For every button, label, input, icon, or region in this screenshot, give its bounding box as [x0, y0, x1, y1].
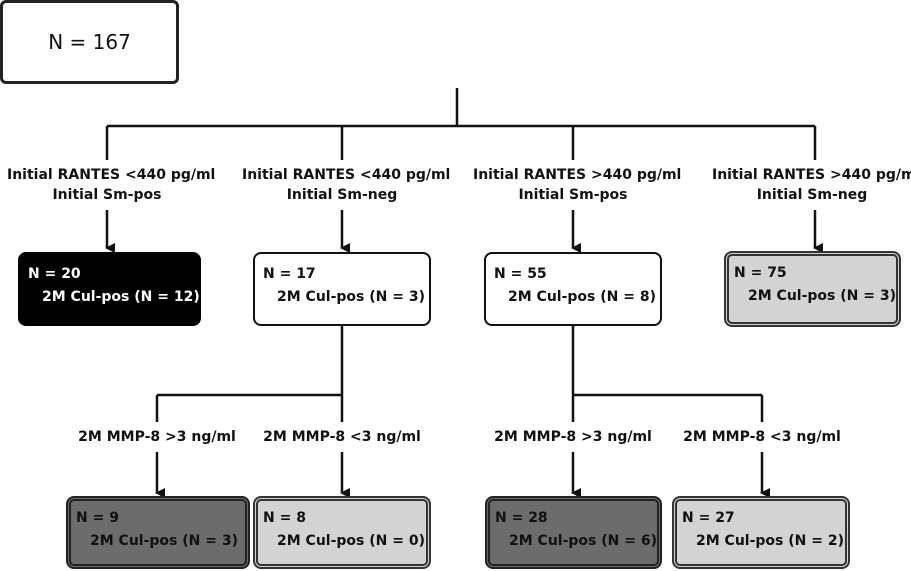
node-mmp8-low-right: N = 27 2M Cul-pos (N = 2)	[672, 496, 850, 569]
level2-condition-2: 2M MMP-8 <3 ng/ml	[252, 427, 432, 447]
root-label: N = 167	[48, 30, 131, 54]
condition-line1: Initial RANTES >440 pg/ml	[473, 167, 682, 183]
node-mmp8-low-left: N = 8 2M Cul-pos (N = 0)	[253, 496, 431, 569]
condition-line1: Initial RANTES <440 pg/ml	[242, 167, 451, 183]
level2-condition-1: 2M MMP-8 >3 ng/ml	[67, 427, 247, 447]
level1-condition-4: Initial RANTES >440 pg/ml Initial Sm-neg	[712, 165, 911, 205]
condition-line2: Initial Sm-pos	[518, 187, 628, 203]
node-mmp8-high-left: N = 9 2M Cul-pos (N = 3)	[66, 496, 250, 569]
node-culture: 2M Cul-pos (N = 3)	[277, 289, 425, 305]
condition-line2: Initial Sm-neg	[756, 187, 868, 203]
node-count: N = 28	[495, 510, 548, 526]
mmp8-label: 2M MMP-8 <3 ng/ml	[263, 429, 421, 445]
condition-line1: Initial RANTES <440 pg/ml	[7, 167, 216, 183]
condition-line1: Initial RANTES >440 pg/ml	[712, 167, 911, 183]
node-count: N = 75	[734, 265, 787, 281]
node-count: N = 8	[263, 510, 306, 526]
node-rantes-low-sm-pos: N = 20 2M Cul-pos (N = 12)	[18, 252, 201, 326]
node-count: N = 17	[263, 266, 316, 282]
node-count: N = 9	[76, 510, 119, 526]
level2-condition-4: 2M MMP-8 <3 ng/ml	[672, 427, 852, 447]
root-node: N = 167	[0, 0, 179, 84]
node-count: N = 27	[682, 510, 735, 526]
node-count: N = 20	[28, 266, 81, 282]
node-culture: 2M Cul-pos (N = 2)	[696, 533, 844, 549]
level1-condition-3: Initial RANTES >440 pg/ml Initial Sm-pos	[473, 165, 682, 205]
condition-line2: Initial Sm-neg	[286, 187, 398, 203]
node-rantes-high-sm-neg: N = 75 2M Cul-pos (N = 3)	[724, 251, 901, 327]
condition-line2: Initial Sm-pos	[52, 187, 162, 203]
node-culture: 2M Cul-pos (N = 6)	[509, 533, 657, 549]
node-rantes-high-sm-pos: N = 55 2M Cul-pos (N = 8)	[484, 252, 662, 326]
level2-condition-3: 2M MMP-8 >3 ng/ml	[483, 427, 663, 447]
level1-condition-2: Initial RANTES <440 pg/ml Initial Sm-neg	[242, 165, 451, 205]
mmp8-label: 2M MMP-8 >3 ng/ml	[494, 429, 652, 445]
mmp8-label: 2M MMP-8 >3 ng/ml	[78, 429, 236, 445]
node-culture: 2M Cul-pos (N = 12)	[42, 289, 200, 305]
node-culture: 2M Cul-pos (N = 3)	[90, 533, 238, 549]
node-rantes-low-sm-neg: N = 17 2M Cul-pos (N = 3)	[253, 252, 431, 326]
node-count: N = 55	[494, 266, 547, 282]
node-culture: 2M Cul-pos (N = 8)	[508, 289, 656, 305]
node-culture: 2M Cul-pos (N = 3)	[748, 288, 896, 304]
level1-condition-1: Initial RANTES <440 pg/ml Initial Sm-pos	[7, 165, 216, 205]
mmp8-label: 2M MMP-8 <3 ng/ml	[683, 429, 841, 445]
node-culture: 2M Cul-pos (N = 0)	[277, 533, 425, 549]
node-mmp8-high-right: N = 28 2M Cul-pos (N = 6)	[485, 496, 662, 569]
